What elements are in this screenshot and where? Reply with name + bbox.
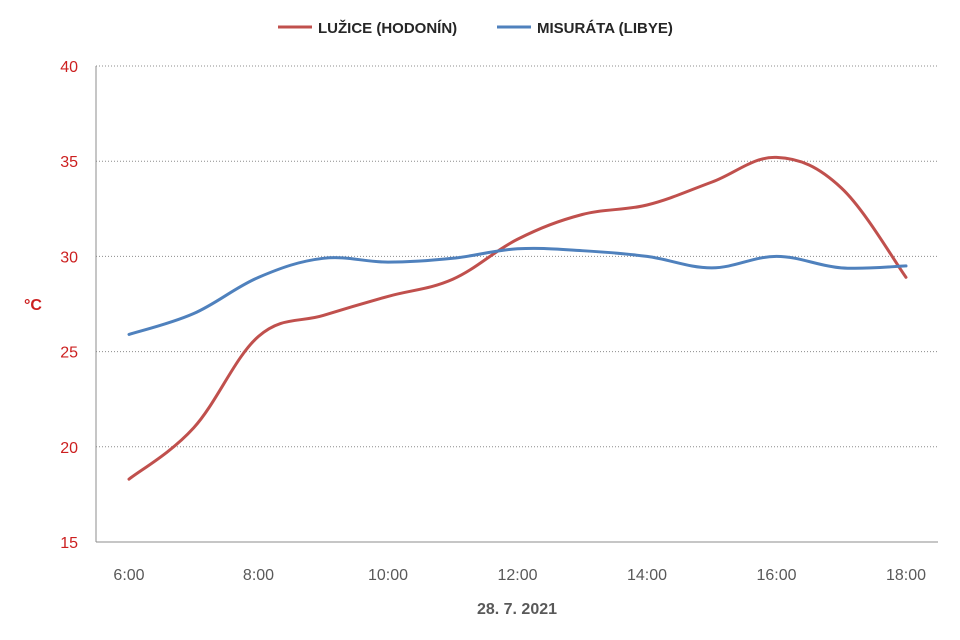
x-tick-label: 8:00: [243, 567, 274, 584]
y-tick-label: 15: [60, 535, 78, 552]
x-tick-label: 6:00: [113, 567, 144, 584]
series-lines: [127, 155, 908, 481]
y-tick-label: 35: [60, 154, 78, 171]
x-tick-label: 12:00: [497, 567, 537, 584]
x-tick-label: 18:00: [886, 567, 926, 584]
x-tick-label: 10:00: [368, 567, 408, 584]
gridlines: [96, 65, 938, 448]
y-tick-label: 40: [60, 59, 78, 76]
x-axis-title: 28. 7. 2021: [477, 601, 557, 618]
series-line-2: [127, 246, 908, 336]
series-line-1: [127, 155, 908, 481]
x-tick-label: 14:00: [627, 567, 667, 584]
y-axis-title: °C: [24, 297, 42, 314]
y-tick-label: 25: [60, 345, 78, 362]
x-tick-label: 16:00: [756, 567, 796, 584]
legend-label: MISURÁTA (LIBYE): [537, 20, 673, 37]
legend: LUŽICE (HODONÍN) MISURÁTA (LIBYE): [278, 19, 673, 37]
legend-label: LUŽICE (HODONÍN): [318, 19, 457, 37]
axes: 15 20 25 30 35 40 6:00 8:00 10:00 12:00 14:00 16:00…: [60, 59, 938, 584]
y-tick-label: 20: [60, 440, 78, 457]
y-tick-label: 30: [60, 249, 78, 266]
